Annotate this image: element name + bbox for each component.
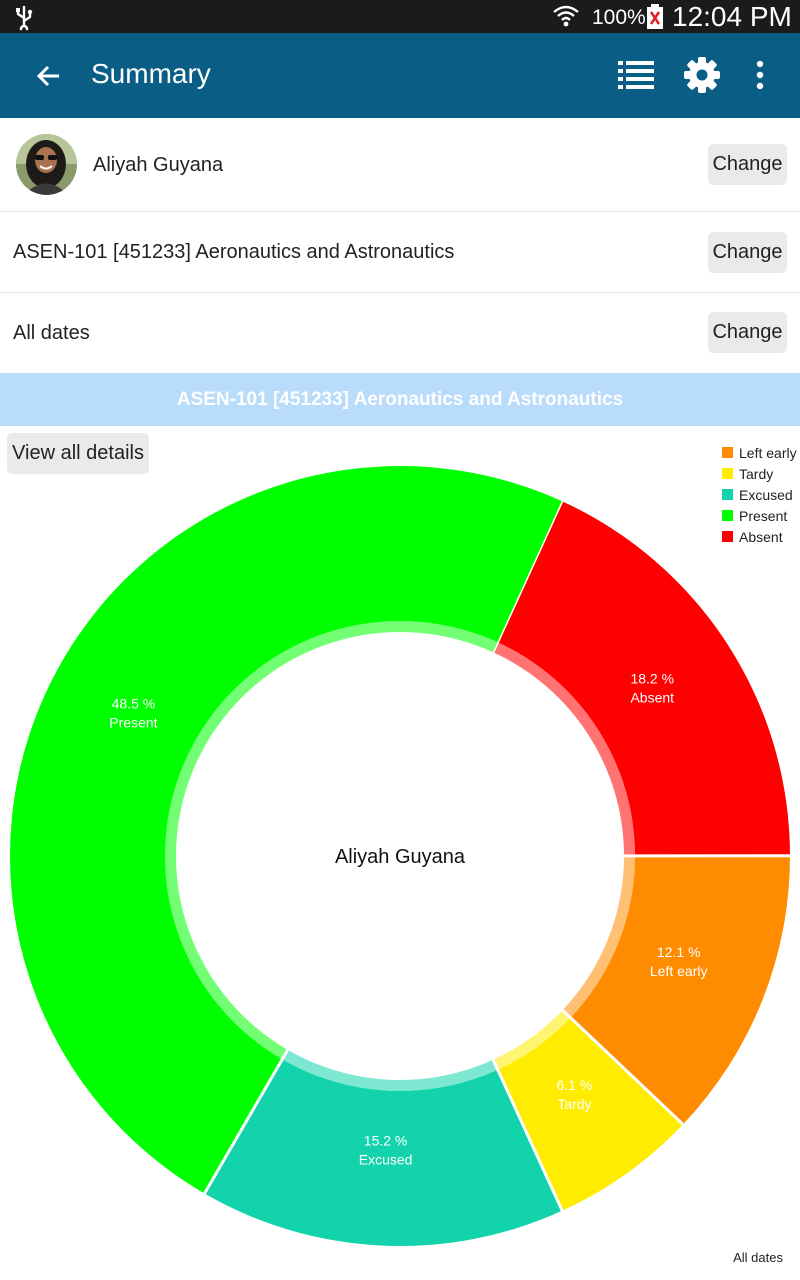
slice-name-label-present: Present — [109, 714, 157, 730]
slice-inner-ring-excused — [282, 1049, 498, 1091]
slice-inner-ring-absent — [492, 642, 635, 856]
battery-icon — [647, 4, 663, 29]
slice-divider — [202, 1049, 290, 1196]
slice-percent-label-tardy: 6.1 % — [557, 1077, 593, 1093]
slice-tardy[interactable] — [497, 1017, 683, 1211]
legend-swatch-tardy — [722, 468, 733, 479]
slice-excused[interactable] — [204, 1059, 563, 1246]
wifi-icon — [553, 5, 579, 27]
legend-item-tardy: Tardy — [722, 463, 797, 484]
avatar — [16, 134, 77, 195]
slice-divider — [491, 1059, 565, 1213]
legend-label-present: Present — [739, 507, 788, 524]
change-student-button[interactable]: Change — [708, 144, 787, 185]
battery-percent: 100% — [592, 6, 646, 29]
slice-percent-label-present: 48.5 % — [112, 695, 156, 711]
slice-percent-label-left-early: 12.1 % — [657, 944, 701, 960]
status-bar: 100% 12:04 PM — [0, 0, 800, 33]
page-title: Summary — [91, 58, 211, 89]
slice-percent-label-excused: 15.2 % — [364, 1133, 408, 1149]
legend-item-present: Present — [722, 505, 797, 526]
legend-swatch-left-early — [722, 447, 733, 458]
gear-icon[interactable] — [682, 55, 722, 95]
slice-present[interactable] — [9, 465, 562, 1194]
clock: 12:04 PM — [672, 1, 792, 32]
change-dates-button[interactable]: Change — [708, 312, 787, 353]
more-vert-icon[interactable] — [748, 55, 772, 95]
change-course-button[interactable]: Change — [708, 232, 787, 273]
legend-label-excused: Excused — [739, 486, 793, 503]
date-selector-row: All dates Change — [0, 293, 800, 373]
chart-center-label: Aliyah Guyana — [335, 846, 466, 868]
slice-name-label-left-early: Left early — [650, 963, 708, 979]
legend-swatch-absent — [722, 531, 733, 542]
legend-swatch-present — [722, 510, 733, 521]
course-selector-row: ASEN-101 [451233] Aeronautics and Astron… — [0, 212, 800, 293]
attendance-donut-chart: 18.2 % Absent 12.1 % Left early 6.1 % Tardy 15… — [9, 465, 792, 1246]
student-selector-row: Aliyah Guyana Change — [0, 118, 800, 212]
view-all-details-button[interactable]: View all details — [7, 433, 149, 474]
slice-inner-ring-left-early — [562, 855, 635, 1018]
slice-left-early[interactable] — [570, 855, 790, 1125]
slice-name-label-excused: Excused — [359, 1152, 413, 1168]
slice-name-label-tardy: Tardy — [557, 1096, 591, 1112]
course-banner: ASEN-101 [451233] Aeronautics and Astron… — [0, 373, 800, 426]
date-range: All dates — [13, 322, 90, 344]
student-name: Aliyah Guyana — [93, 154, 224, 176]
chart-legend: Left early Tardy Excused Present Absent — [722, 442, 797, 547]
slice-inner-ring-tardy — [493, 1010, 571, 1070]
slice-percent-label-absent: 18.2 % — [630, 671, 674, 687]
slice-divider — [561, 1009, 685, 1127]
course-name: ASEN-101 [451233] Aeronautics and Astron… — [13, 241, 455, 263]
arrow-left-icon[interactable] — [33, 60, 65, 92]
legend-item-excused: Excused — [722, 484, 797, 505]
legend-item-left-early: Left early — [722, 442, 797, 463]
date-range-footnote: All dates — [733, 1250, 783, 1265]
legend-item-absent: Absent — [722, 526, 797, 547]
list-view-icon[interactable] — [616, 55, 656, 95]
slice-name-label-absent: Absent — [630, 690, 674, 706]
legend-label-left-early: Left early — [739, 444, 797, 461]
legend-label-tardy: Tardy — [739, 465, 774, 482]
slice-absent[interactable] — [497, 501, 790, 856]
app-bar: Summary — [0, 33, 800, 118]
usb-icon — [16, 6, 33, 30]
legend-label-absent: Absent — [739, 528, 783, 545]
legend-swatch-excused — [722, 489, 733, 500]
